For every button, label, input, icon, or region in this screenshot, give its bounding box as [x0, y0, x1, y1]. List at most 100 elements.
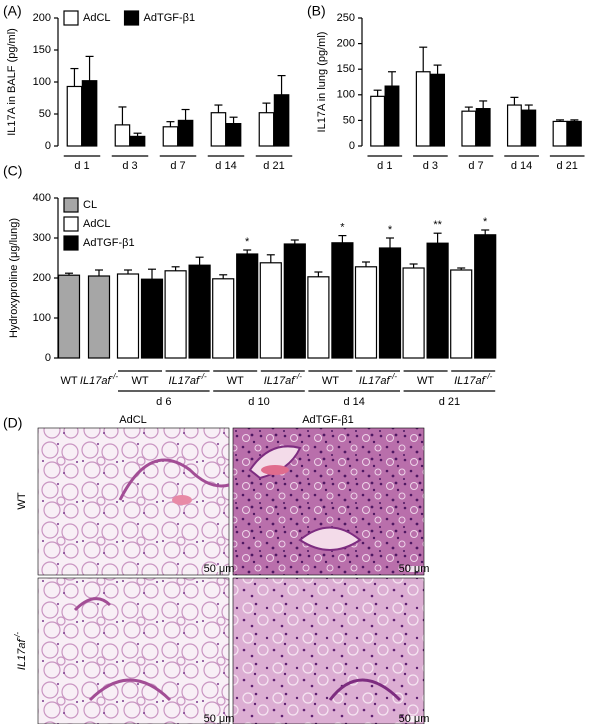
scale-bar-bg: [212, 566, 227, 572]
bar: [177, 119, 194, 147]
error-bar: [419, 46, 428, 72]
timepoint-label: d 10: [248, 396, 269, 408]
y-tick-label: 200: [33, 272, 51, 284]
y-tick-label: 150: [337, 63, 355, 75]
genotype-name: IL17af: [169, 375, 201, 387]
genotype-label: IL17af-/-: [359, 372, 397, 387]
timepoint-label: d 6: [156, 396, 171, 408]
bar: [370, 95, 386, 147]
x-tick-label: d 3: [423, 160, 438, 172]
error-bar: [409, 263, 418, 268]
column-label: AdTGF-β1: [302, 414, 354, 426]
legend-label: AdTGF-β1: [144, 12, 196, 24]
bar: [506, 104, 522, 147]
bar: [307, 276, 330, 359]
bar: [87, 275, 111, 359]
error-bar: [510, 96, 519, 106]
bar: [461, 110, 477, 147]
error-bar: [314, 271, 323, 277]
bar: [114, 124, 131, 147]
timepoint-label: d 21: [439, 396, 460, 408]
y-axis-label: IL17A in BALF (pg/ml): [6, 28, 18, 136]
bar: [450, 269, 473, 359]
error-bar: [148, 268, 156, 280]
y-tick-label: 50: [39, 108, 51, 120]
bar: [164, 270, 187, 359]
error-bar: [373, 89, 382, 97]
error-bar: [181, 108, 190, 121]
bar: [475, 108, 491, 147]
error-bar: [570, 119, 579, 122]
bar: [273, 94, 290, 147]
bar: [402, 267, 425, 359]
y-tick-label: 100: [337, 89, 355, 101]
significance: *: [483, 216, 488, 228]
x-tick-label: d 1: [377, 160, 392, 172]
error-bar: [124, 269, 132, 274]
bar: [116, 273, 140, 359]
airway: [73, 597, 112, 612]
genotype-sup: -/-: [111, 372, 119, 381]
y-tick-label: 0: [45, 140, 51, 152]
y-tick-label: 50: [343, 114, 355, 126]
error-bar: [479, 100, 488, 109]
significance: *: [245, 236, 250, 248]
legend-label: AdCL: [83, 12, 111, 24]
scale-bar-label: 50 μm: [204, 563, 235, 575]
y-tick-label: 0: [45, 352, 51, 364]
error-bar: [195, 256, 204, 266]
x-tick-label: d 14: [511, 160, 532, 172]
y-axis-label: Hydroxyproline (μg/lung): [8, 218, 20, 338]
genotype-name: WT: [16, 492, 28, 509]
legend-label: AdCL: [83, 218, 111, 230]
image-ko-adtgf: [232, 577, 425, 724]
bar: [129, 135, 146, 147]
significance: *: [340, 222, 345, 234]
legend-swatch: [63, 235, 79, 251]
bar: [212, 278, 235, 359]
bar: [236, 253, 259, 359]
y-tick-label: 100: [33, 76, 51, 88]
legend-swatch: [123, 10, 140, 26]
x-tick-label: d 1: [74, 160, 89, 172]
significance: *: [388, 224, 393, 236]
x-tick-label: d 7: [468, 160, 483, 172]
error-bar: [556, 119, 565, 122]
error-bar: [433, 232, 442, 244]
genotype-label: WT: [322, 375, 339, 387]
error-bar: [266, 254, 275, 263]
genotype-label: WT: [227, 375, 244, 387]
y-tick-label: 250: [337, 12, 355, 24]
error-bar: [70, 67, 79, 87]
image-ko-adcl: [37, 577, 230, 724]
genotype-label: IL17af-/-: [264, 372, 302, 387]
airway: [88, 678, 172, 702]
genotype-label: IL17af-/-: [169, 372, 207, 387]
scale-bar-bg: [407, 566, 422, 572]
legend-swatch: [63, 197, 79, 213]
y-axis-label: IL17A in lung (pg/ml): [316, 32, 328, 133]
genotype-name: WT: [322, 375, 339, 387]
histology-images: [37, 427, 425, 724]
bar: [430, 73, 446, 147]
error-bar: [243, 249, 252, 254]
error-bar: [262, 102, 271, 113]
genotype-name: IL17af: [80, 375, 112, 387]
genotype-label: IL17af-/-: [80, 372, 118, 387]
genotype-name: IL17af: [16, 639, 28, 671]
y-tick-label: 100: [33, 312, 51, 324]
image-wt-adtgf: [232, 427, 425, 576]
image-wt-adcl: [37, 427, 230, 576]
y-tick-label: 300: [33, 232, 51, 244]
genotype-label: WT: [417, 375, 434, 387]
bar: [162, 126, 179, 147]
genotype-name: IL17af: [264, 375, 296, 387]
error-bar: [118, 106, 127, 125]
error-bar: [457, 267, 466, 270]
vessel: [172, 495, 192, 505]
genotype-label: WT: [131, 375, 148, 387]
bar: [258, 112, 275, 147]
error-bar: [214, 104, 223, 113]
x-tick-label: d 7: [170, 160, 185, 172]
error-bar: [387, 71, 396, 87]
